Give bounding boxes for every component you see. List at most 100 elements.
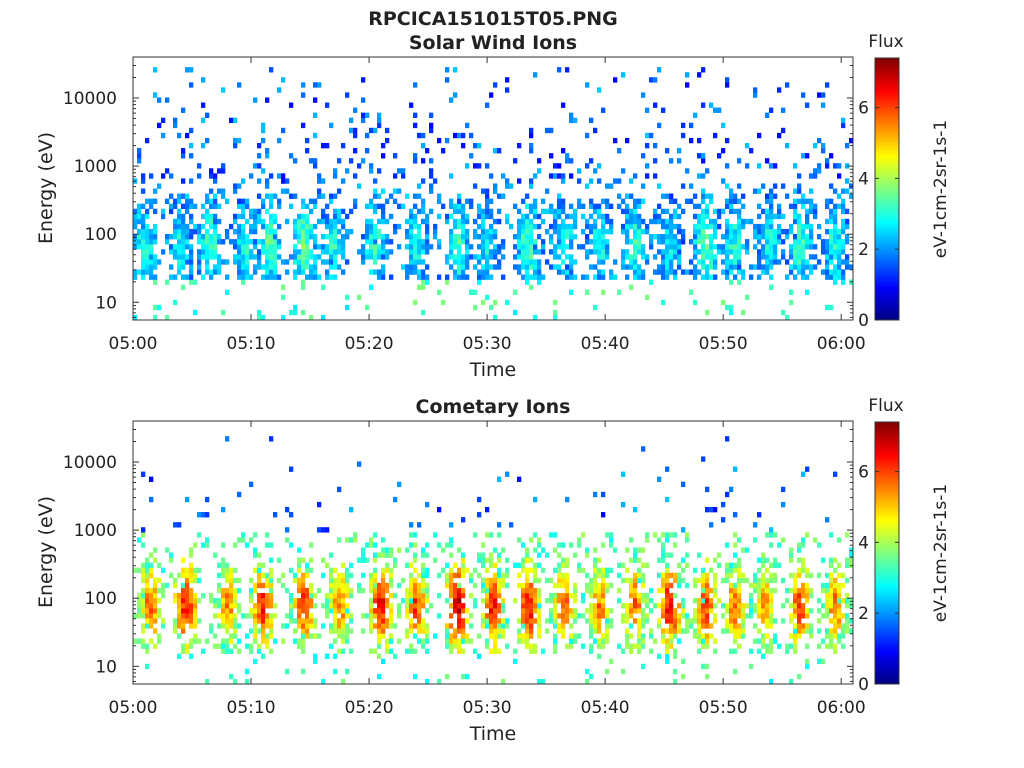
spectrogram-cell <box>485 618 490 624</box>
spectrogram-cell <box>681 239 686 245</box>
colorbar-swatch <box>875 230 899 234</box>
spectrogram-cell <box>165 234 170 240</box>
spectrogram-cell <box>425 567 430 574</box>
spectrogram-cell <box>181 213 186 220</box>
spectrogram-cell <box>205 678 210 685</box>
spectrogram-cell <box>313 633 318 639</box>
spectrogram-cell <box>757 638 762 644</box>
spectrogram-cell <box>333 577 338 584</box>
spectrogram-cell <box>673 532 678 538</box>
spectrogram-cell <box>461 552 466 558</box>
spectrogram-cell <box>565 496 570 503</box>
colorbar-swatch <box>875 507 899 510</box>
spectrogram-cell <box>705 587 710 594</box>
spectrogram-cell <box>805 567 810 574</box>
spectrogram-cell <box>349 613 354 619</box>
spectrogram-cell <box>409 102 414 108</box>
spectrogram-cell <box>489 633 494 639</box>
colorbar-swatch <box>875 204 899 207</box>
y-tick-label: 1000 <box>74 157 117 177</box>
spectrogram-cell <box>297 557 302 563</box>
spectrogram-cell <box>601 598 606 604</box>
spectrogram-cell <box>293 598 298 604</box>
spectrogram-cell <box>449 638 454 644</box>
spectrogram-cell <box>233 567 238 574</box>
spectrogram-cell <box>637 618 642 624</box>
spectrogram-cell <box>189 279 194 285</box>
spectrogram-cell <box>157 97 162 103</box>
spectrogram-cell <box>737 608 742 614</box>
spectrogram-cell <box>261 274 266 280</box>
spectrogram-cell <box>313 158 318 164</box>
spectrogram-cell <box>661 274 666 280</box>
spectrogram-cell <box>497 628 502 634</box>
spectrogram-cell <box>373 239 378 245</box>
spectrogram-cell <box>801 567 806 574</box>
spectrogram-cell <box>457 193 462 199</box>
spectrogram-cell <box>189 153 194 159</box>
spectrogram-cell <box>797 542 802 548</box>
spectrogram-cell <box>257 592 262 599</box>
spectrogram-cell <box>233 259 238 265</box>
spectrogram-cell <box>281 294 286 301</box>
spectrogram-cell <box>829 304 834 311</box>
spectrogram-cell <box>225 628 230 634</box>
spectrogram-cell <box>769 228 774 235</box>
spectrogram-cell <box>837 598 842 604</box>
spectrogram-cell <box>257 314 262 321</box>
spectrogram-cell <box>665 587 670 594</box>
spectrogram-cell <box>269 623 274 629</box>
spectrogram-cell <box>193 633 198 639</box>
spectrogram-cell <box>373 259 378 265</box>
colorbar-swatch <box>875 627 899 630</box>
spectrogram-cell <box>437 193 442 199</box>
spectrogram-cell <box>153 547 158 553</box>
spectrogram-cell <box>393 153 398 159</box>
spectrogram-cell <box>781 618 786 624</box>
spectrogram-cell <box>301 572 306 579</box>
spectrogram-cell <box>677 228 682 235</box>
spectrogram-cell <box>661 638 666 644</box>
spectrogram-cell <box>373 228 378 235</box>
spectrogram-cell <box>597 592 602 599</box>
spectrogram-cell <box>289 193 294 199</box>
spectrogram-cell <box>477 496 482 503</box>
colorbar-swatch <box>875 92 899 96</box>
spectrogram-cell <box>749 613 754 619</box>
spectrogram-cell <box>837 587 842 594</box>
spectrogram-cell <box>249 648 254 654</box>
spectrogram-cell <box>641 244 646 250</box>
spectrogram-cell <box>789 203 794 210</box>
spectrogram-cell <box>713 603 718 609</box>
spectrogram-cell <box>301 228 306 235</box>
spectrogram-cell <box>461 239 466 245</box>
spectrogram-cell <box>421 567 426 574</box>
colorbar-gradient <box>875 422 899 685</box>
spectrogram-cell <box>781 603 786 609</box>
colorbar-swatch <box>875 657 899 661</box>
spectrogram-cell <box>469 203 474 210</box>
spectrogram-cell <box>485 577 490 584</box>
spectrogram-cell <box>701 633 706 639</box>
spectrogram-cell <box>305 628 310 634</box>
spectrogram-cell <box>669 592 674 599</box>
spectrogram-cell <box>661 577 666 584</box>
spectrogram-cell <box>789 552 794 558</box>
spectrogram-cell <box>293 572 298 579</box>
plot-frame <box>132 420 854 685</box>
spectrogram-cell <box>237 82 242 88</box>
spectrogram-cell <box>321 259 326 265</box>
spectrogram-cell <box>189 259 194 265</box>
spectrogram-cell <box>793 572 798 579</box>
spectrogram-cell <box>385 547 390 553</box>
spectrogram-cell <box>633 264 638 270</box>
spectrogram-cell <box>429 127 434 134</box>
spectrogram-cell <box>813 173 818 179</box>
spectrogram-cell <box>533 618 538 624</box>
spectrogram-cell <box>621 613 626 619</box>
spectrogram-cell <box>517 269 522 275</box>
spectrogram-cell <box>841 643 846 649</box>
spectrogram-cell <box>801 203 806 210</box>
spectrogram-cell <box>461 254 466 260</box>
spectrogram-cell <box>589 198 594 204</box>
